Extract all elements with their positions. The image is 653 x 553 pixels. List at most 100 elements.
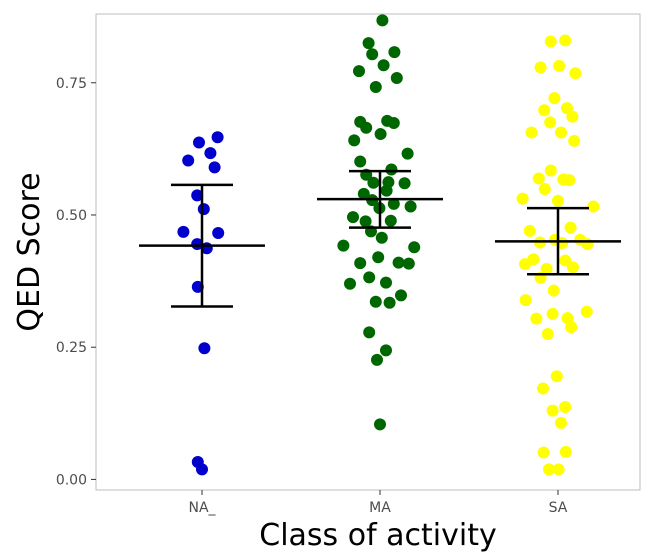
- data-point: [363, 326, 376, 339]
- data-point: [553, 59, 566, 72]
- data-point: [548, 92, 561, 105]
- data-point: [384, 214, 397, 227]
- data-point: [390, 71, 403, 84]
- data-point: [371, 353, 383, 366]
- data-point: [387, 116, 400, 129]
- data-point: [344, 277, 356, 290]
- data-point: [561, 312, 574, 325]
- error-bar: [495, 206, 621, 276]
- data-point: [398, 177, 411, 190]
- data-point: [569, 67, 582, 80]
- data-point: [380, 276, 392, 289]
- data-point: [568, 134, 581, 147]
- x-tick-label: NA_: [188, 500, 216, 516]
- data-point: [519, 258, 531, 271]
- data-point: [395, 289, 407, 302]
- data-point: [337, 239, 350, 252]
- data-point: [565, 321, 578, 334]
- data-point: [348, 134, 361, 147]
- data-point: [540, 262, 553, 275]
- data-point: [212, 226, 225, 239]
- data-point: [564, 221, 577, 234]
- data-point: [547, 284, 560, 297]
- data-point: [555, 416, 567, 429]
- data-point: [353, 65, 365, 78]
- data-point: [550, 370, 563, 383]
- data-point: [402, 257, 415, 270]
- data-point: [544, 116, 557, 129]
- data-point: [387, 197, 400, 210]
- data-point: [541, 327, 554, 340]
- data-point: [377, 59, 390, 72]
- data-point: [372, 251, 385, 264]
- data-point: [543, 463, 555, 476]
- data-point: [380, 344, 392, 357]
- data-points: [177, 14, 600, 476]
- data-point: [566, 110, 579, 123]
- data-point: [567, 261, 579, 274]
- data-point: [363, 271, 376, 284]
- data-point: [369, 295, 382, 308]
- data-point: [354, 155, 367, 168]
- data-point: [193, 136, 205, 149]
- error-bar: [317, 169, 443, 229]
- data-point: [197, 203, 210, 216]
- data-point: [401, 147, 414, 160]
- x-axis: NA_ MA SA: [188, 490, 568, 516]
- data-point: [525, 126, 538, 139]
- data-point: [544, 164, 557, 177]
- data-point: [376, 14, 389, 27]
- data-point: [196, 463, 208, 476]
- data-point: [587, 200, 600, 213]
- data-point: [538, 183, 551, 196]
- data-point: [374, 418, 386, 431]
- x-tick-label: MA: [369, 500, 391, 516]
- data-point: [537, 382, 549, 395]
- data-point: [552, 194, 564, 207]
- data-point: [385, 163, 398, 176]
- y-tick-label: 0.00: [56, 472, 87, 488]
- data-point: [367, 176, 380, 189]
- data-point: [354, 257, 367, 270]
- data-point: [388, 46, 401, 59]
- data-point: [581, 238, 594, 251]
- data-point: [537, 446, 550, 459]
- data-point: [204, 147, 217, 160]
- data-point: [383, 296, 396, 309]
- data-point: [532, 172, 545, 185]
- data-point: [177, 225, 190, 238]
- data-point: [538, 104, 551, 117]
- data-point: [347, 211, 359, 224]
- data-point: [408, 241, 421, 254]
- data-point: [357, 187, 370, 200]
- data-point: [559, 34, 572, 47]
- y-axis-title: QED Score: [12, 172, 47, 331]
- y-tick-label: 0.25: [56, 340, 87, 356]
- x-axis-title: Class of activity: [259, 518, 497, 553]
- data-point: [359, 215, 372, 228]
- data-point: [563, 174, 576, 187]
- x-tick-label: SA: [549, 500, 568, 516]
- data-point: [360, 121, 373, 134]
- data-point: [559, 254, 572, 267]
- data-point: [374, 128, 387, 141]
- y-tick-label: 0.75: [56, 76, 87, 92]
- data-point: [523, 224, 536, 237]
- data-point: [546, 307, 559, 320]
- data-point: [392, 256, 405, 269]
- data-point: [552, 463, 565, 476]
- data-point: [559, 400, 572, 413]
- data-point: [191, 238, 204, 251]
- data-point: [404, 200, 417, 213]
- data-point: [375, 231, 388, 244]
- data-point: [519, 294, 532, 307]
- data-point: [362, 37, 375, 50]
- data-point: [366, 48, 379, 61]
- data-point: [530, 312, 543, 325]
- y-axis: 0.00 0.25 0.50 0.75: [56, 76, 96, 488]
- data-point: [546, 404, 559, 417]
- data-point: [559, 445, 572, 458]
- data-point: [198, 342, 211, 355]
- y-tick-label: 0.50: [56, 208, 87, 224]
